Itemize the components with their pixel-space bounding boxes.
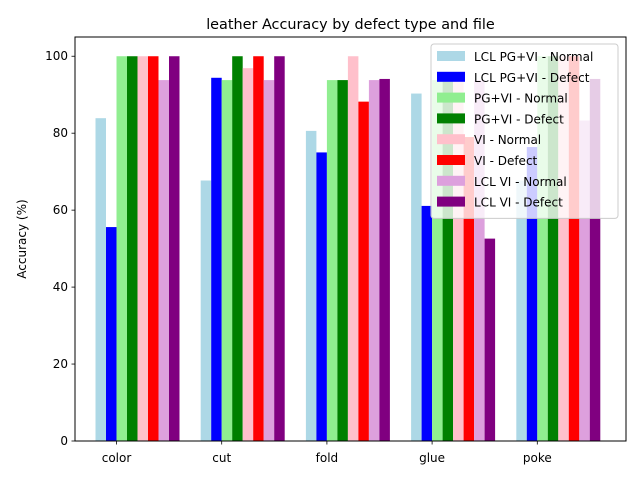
bar-pg-vi-normal-cut bbox=[221, 80, 233, 442]
bar-pg-vi-normal-poke bbox=[537, 56, 548, 441]
y-axis: 0 20 40 60 80 100 bbox=[45, 49, 75, 448]
y-tick-label: 20 bbox=[53, 357, 68, 371]
bar-vi-defect-color bbox=[148, 56, 159, 441]
y-tick-label: 40 bbox=[53, 280, 68, 294]
bar-lcl-vi-defect-poke bbox=[589, 78, 601, 441]
bar-lcl-pg-vi-normal-color bbox=[95, 118, 106, 442]
legend-entry: PG+VI - Defect bbox=[474, 112, 564, 126]
legend-swatch bbox=[437, 134, 465, 145]
bar-pg-vi-defect-fold bbox=[337, 80, 348, 442]
bar-lcl-pg-vi-normal-fold bbox=[305, 130, 317, 442]
legend-entry: LCL PG+VI - Normal bbox=[474, 50, 593, 64]
x-tick-label-cut: cut bbox=[212, 451, 231, 465]
bar-lcl-vi-defect-fold bbox=[379, 78, 390, 441]
x-tick-label-fold: fold bbox=[316, 451, 339, 465]
bar-lcl-vi-normal-poke bbox=[579, 120, 590, 441]
bar-lcl-vi-defect-cut bbox=[274, 56, 285, 441]
bar-lcl-vi-defect-glue bbox=[484, 238, 496, 441]
y-axis-label: Accuracy (%) bbox=[15, 199, 29, 278]
legend-swatch bbox=[437, 175, 465, 186]
legend-entry: LCL PG+VI - Defect bbox=[474, 71, 590, 85]
bar-vi-normal-poke bbox=[558, 56, 569, 441]
legend-entry: VI - Defect bbox=[474, 154, 538, 168]
x-tick-label-color: color bbox=[102, 451, 132, 465]
bar-vi-normal-fold bbox=[347, 56, 359, 441]
bar-lcl-pg-vi-defect-color bbox=[106, 227, 117, 441]
bar-lcl-pg-vi-defect-cut bbox=[211, 77, 222, 441]
bar-lcl-vi-normal-glue bbox=[474, 80, 485, 442]
legend-entry: PG+VI - Normal bbox=[474, 92, 568, 106]
bar-lcl-pg-vi-normal-poke bbox=[516, 180, 527, 442]
legend-swatch bbox=[437, 196, 465, 207]
bar-lcl-pg-vi-defect-glue bbox=[421, 205, 433, 441]
bar-lcl-pg-vi-defect-fold bbox=[316, 152, 327, 441]
bar-vi-normal-glue bbox=[453, 80, 464, 442]
bar-vi-defect-cut bbox=[253, 56, 264, 441]
legend-entry: LCL VI - Normal bbox=[474, 175, 567, 189]
bars-group bbox=[95, 56, 601, 442]
bar-pg-vi-defect-cut bbox=[232, 56, 243, 441]
bar-lcl-vi-normal-fold bbox=[368, 80, 380, 442]
bar-vi-defect-poke bbox=[568, 56, 580, 441]
x-tick-label-glue: glue bbox=[419, 451, 445, 465]
legend-entry: VI - Normal bbox=[474, 133, 541, 147]
bar-lcl-pg-vi-defect-poke bbox=[526, 147, 538, 441]
y-tick-label: 60 bbox=[53, 203, 68, 217]
chart-title: leather Accuracy by defect type and file bbox=[206, 17, 495, 33]
bar-pg-vi-defect-poke bbox=[547, 56, 559, 441]
bar-lcl-pg-vi-normal-cut bbox=[200, 180, 212, 442]
legend-entry: LCL VI - Defect bbox=[474, 196, 563, 210]
bar-pg-vi-defect-glue bbox=[442, 80, 454, 442]
y-tick-label: 80 bbox=[53, 126, 68, 140]
legend: LCL PG+VI - Normal LCL PG+VI - Defect PG+V… bbox=[430, 43, 619, 219]
bar-pg-vi-defect-color bbox=[127, 56, 138, 441]
x-axis: color cut fold glue poke bbox=[102, 441, 552, 465]
bar-lcl-vi-normal-cut bbox=[263, 80, 275, 442]
y-tick-label: 0 bbox=[60, 434, 68, 448]
bar-vi-defect-fold bbox=[358, 101, 369, 441]
bar-vi-normal-color bbox=[137, 56, 148, 441]
bar-pg-vi-normal-color bbox=[116, 56, 127, 441]
bar-pg-vi-normal-glue bbox=[432, 80, 443, 442]
legend-swatch bbox=[437, 71, 465, 82]
legend-box bbox=[430, 43, 619, 219]
bar-vi-normal-cut bbox=[242, 68, 254, 441]
bar-vi-defect-glue bbox=[463, 137, 475, 442]
bar-lcl-vi-normal-color bbox=[158, 80, 169, 442]
x-tick-label-poke: poke bbox=[523, 451, 552, 465]
bar-pg-vi-normal-fold bbox=[326, 80, 338, 442]
bar-lcl-pg-vi-normal-glue bbox=[411, 93, 422, 441]
plot-frame bbox=[74, 36, 627, 442]
legend-swatch bbox=[437, 51, 465, 61]
bar-lcl-vi-defect-color bbox=[169, 56, 180, 441]
legend-swatch bbox=[437, 155, 465, 165]
legend-swatch bbox=[437, 92, 465, 103]
legend-swatch bbox=[437, 113, 465, 124]
y-tick-label: 100 bbox=[45, 49, 68, 63]
